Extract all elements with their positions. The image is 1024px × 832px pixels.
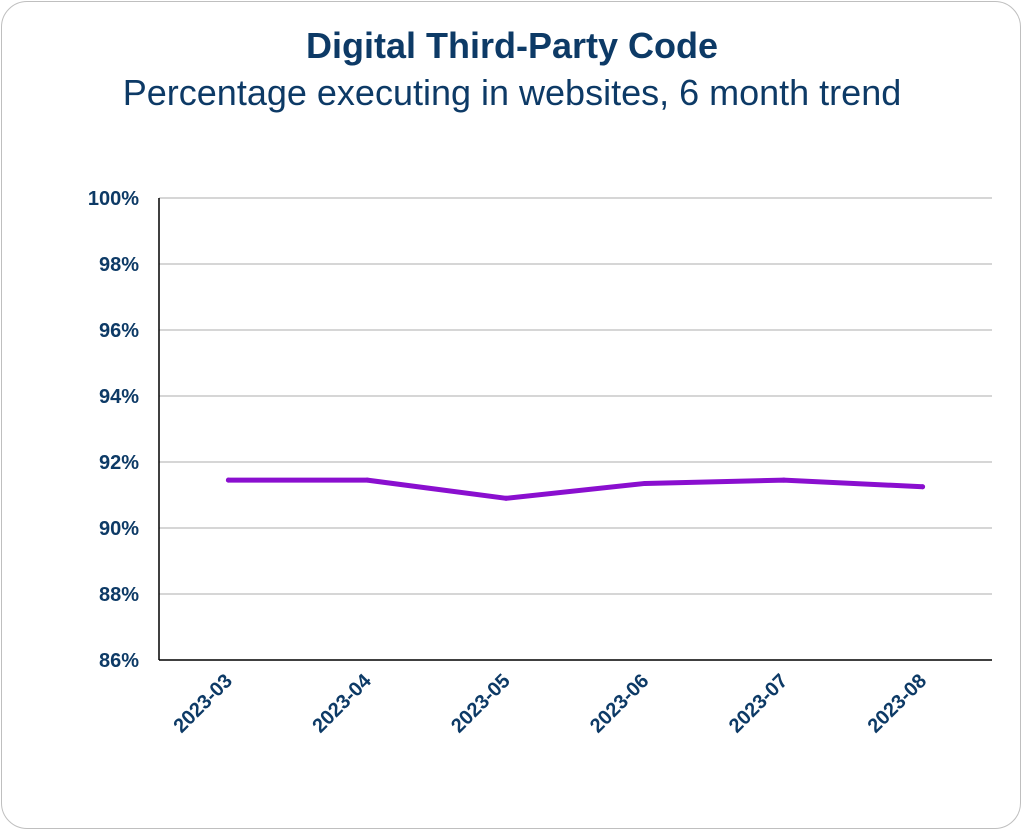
data-point bbox=[642, 480, 648, 486]
y-tick-label: 98% bbox=[99, 254, 139, 276]
data-point bbox=[225, 477, 231, 483]
axes bbox=[158, 198, 992, 661]
data-point bbox=[503, 495, 509, 501]
data-series bbox=[225, 477, 926, 501]
chart-title: Digital Third-Party Code bbox=[305, 25, 719, 66]
x-tick-label: 2023-08 bbox=[864, 670, 931, 737]
y-tick-label: 86% bbox=[99, 650, 139, 672]
data-point bbox=[781, 477, 787, 483]
x-axis-tick-labels: 2023-03 2023-04 2023-05 2023-06 2023-07 2023-… bbox=[169, 669, 931, 737]
x-tick-label: 2023-04 bbox=[308, 669, 376, 737]
y-axis-tick-labels: 100% 98% 96% 94% 92% 90% 88% 86% bbox=[88, 188, 139, 672]
chart-title-block: Digital Third-Party Code Percentage exec… bbox=[0, 22, 1024, 116]
y-tick-label: 96% bbox=[99, 320, 139, 342]
x-tick-label: 2023-05 bbox=[447, 670, 514, 737]
y-tick-label: 88% bbox=[99, 584, 139, 606]
data-point bbox=[364, 477, 370, 483]
x-tick-label: 2023-07 bbox=[725, 670, 792, 737]
chart-subtitle: Percentage executing in websites, 6 mont… bbox=[122, 72, 902, 113]
series-line bbox=[225, 477, 926, 501]
x-tick-label: 2023-03 bbox=[169, 670, 236, 737]
x-tick-label: 2023-06 bbox=[586, 670, 653, 737]
data-point bbox=[920, 484, 926, 490]
y-tick-label: 100% bbox=[88, 188, 139, 210]
y-tick-label: 90% bbox=[99, 518, 139, 540]
grid-lines bbox=[159, 197, 992, 595]
y-tick-label: 92% bbox=[99, 452, 139, 474]
y-tick-label: 94% bbox=[99, 386, 139, 408]
